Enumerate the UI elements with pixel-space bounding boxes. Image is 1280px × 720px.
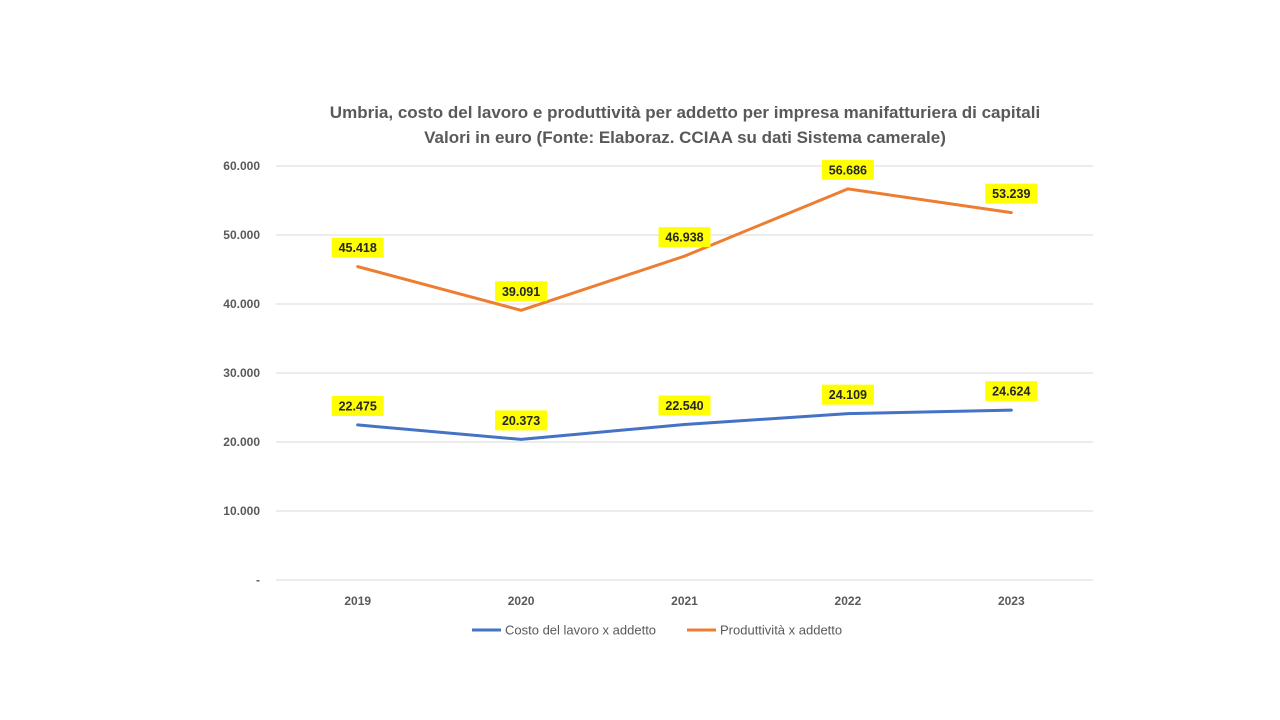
data-label-box xyxy=(658,395,711,416)
y-tick-label: 10.000 xyxy=(223,504,260,518)
data-label: 20.373 xyxy=(502,414,540,428)
data-label-box xyxy=(495,281,548,302)
data-label-box xyxy=(985,381,1038,402)
y-tick-label: 60.000 xyxy=(223,159,260,173)
data-label: 24.624 xyxy=(992,385,1030,399)
data-label-box xyxy=(331,237,384,258)
data-label-box xyxy=(821,384,874,405)
y-tick-label: - xyxy=(256,573,260,587)
legend-label: Produttività x addetto xyxy=(720,623,842,638)
data-label: 39.091 xyxy=(502,285,540,299)
data-label-box xyxy=(985,183,1038,204)
data-label: 22.475 xyxy=(339,399,377,413)
data-label-box xyxy=(495,410,548,431)
y-tick-label: 40.000 xyxy=(223,297,260,311)
y-tick-label: 30.000 xyxy=(223,366,260,380)
data-label: 45.418 xyxy=(339,241,377,255)
x-tick-label: 2021 xyxy=(671,594,698,608)
y-tick-label: 50.000 xyxy=(223,228,260,242)
data-label: 24.109 xyxy=(829,388,867,402)
data-label-box xyxy=(821,159,874,180)
data-label-box xyxy=(331,395,384,416)
chart-subtitle: Valori in euro (Fonte: Elaboraz. CCIAA s… xyxy=(424,128,946,147)
y-tick-label: 20.000 xyxy=(223,435,260,449)
data-label: 46.938 xyxy=(665,231,703,245)
data-label-box xyxy=(658,227,711,248)
x-tick-label: 2022 xyxy=(835,594,862,608)
chart-title: Umbria, costo del lavoro e produttività … xyxy=(329,103,1041,122)
x-tick-label: 2023 xyxy=(998,594,1025,608)
x-tick-label: 2020 xyxy=(508,594,535,608)
x-tick-label: 2019 xyxy=(344,594,371,608)
series-line-2 xyxy=(356,187,1013,312)
data-label: 56.686 xyxy=(829,163,867,177)
data-label: 53.239 xyxy=(992,187,1030,201)
data-label: 22.540 xyxy=(665,399,703,413)
series-line-1 xyxy=(356,408,1013,441)
legend-label: Costo del lavoro x addetto xyxy=(505,623,656,638)
